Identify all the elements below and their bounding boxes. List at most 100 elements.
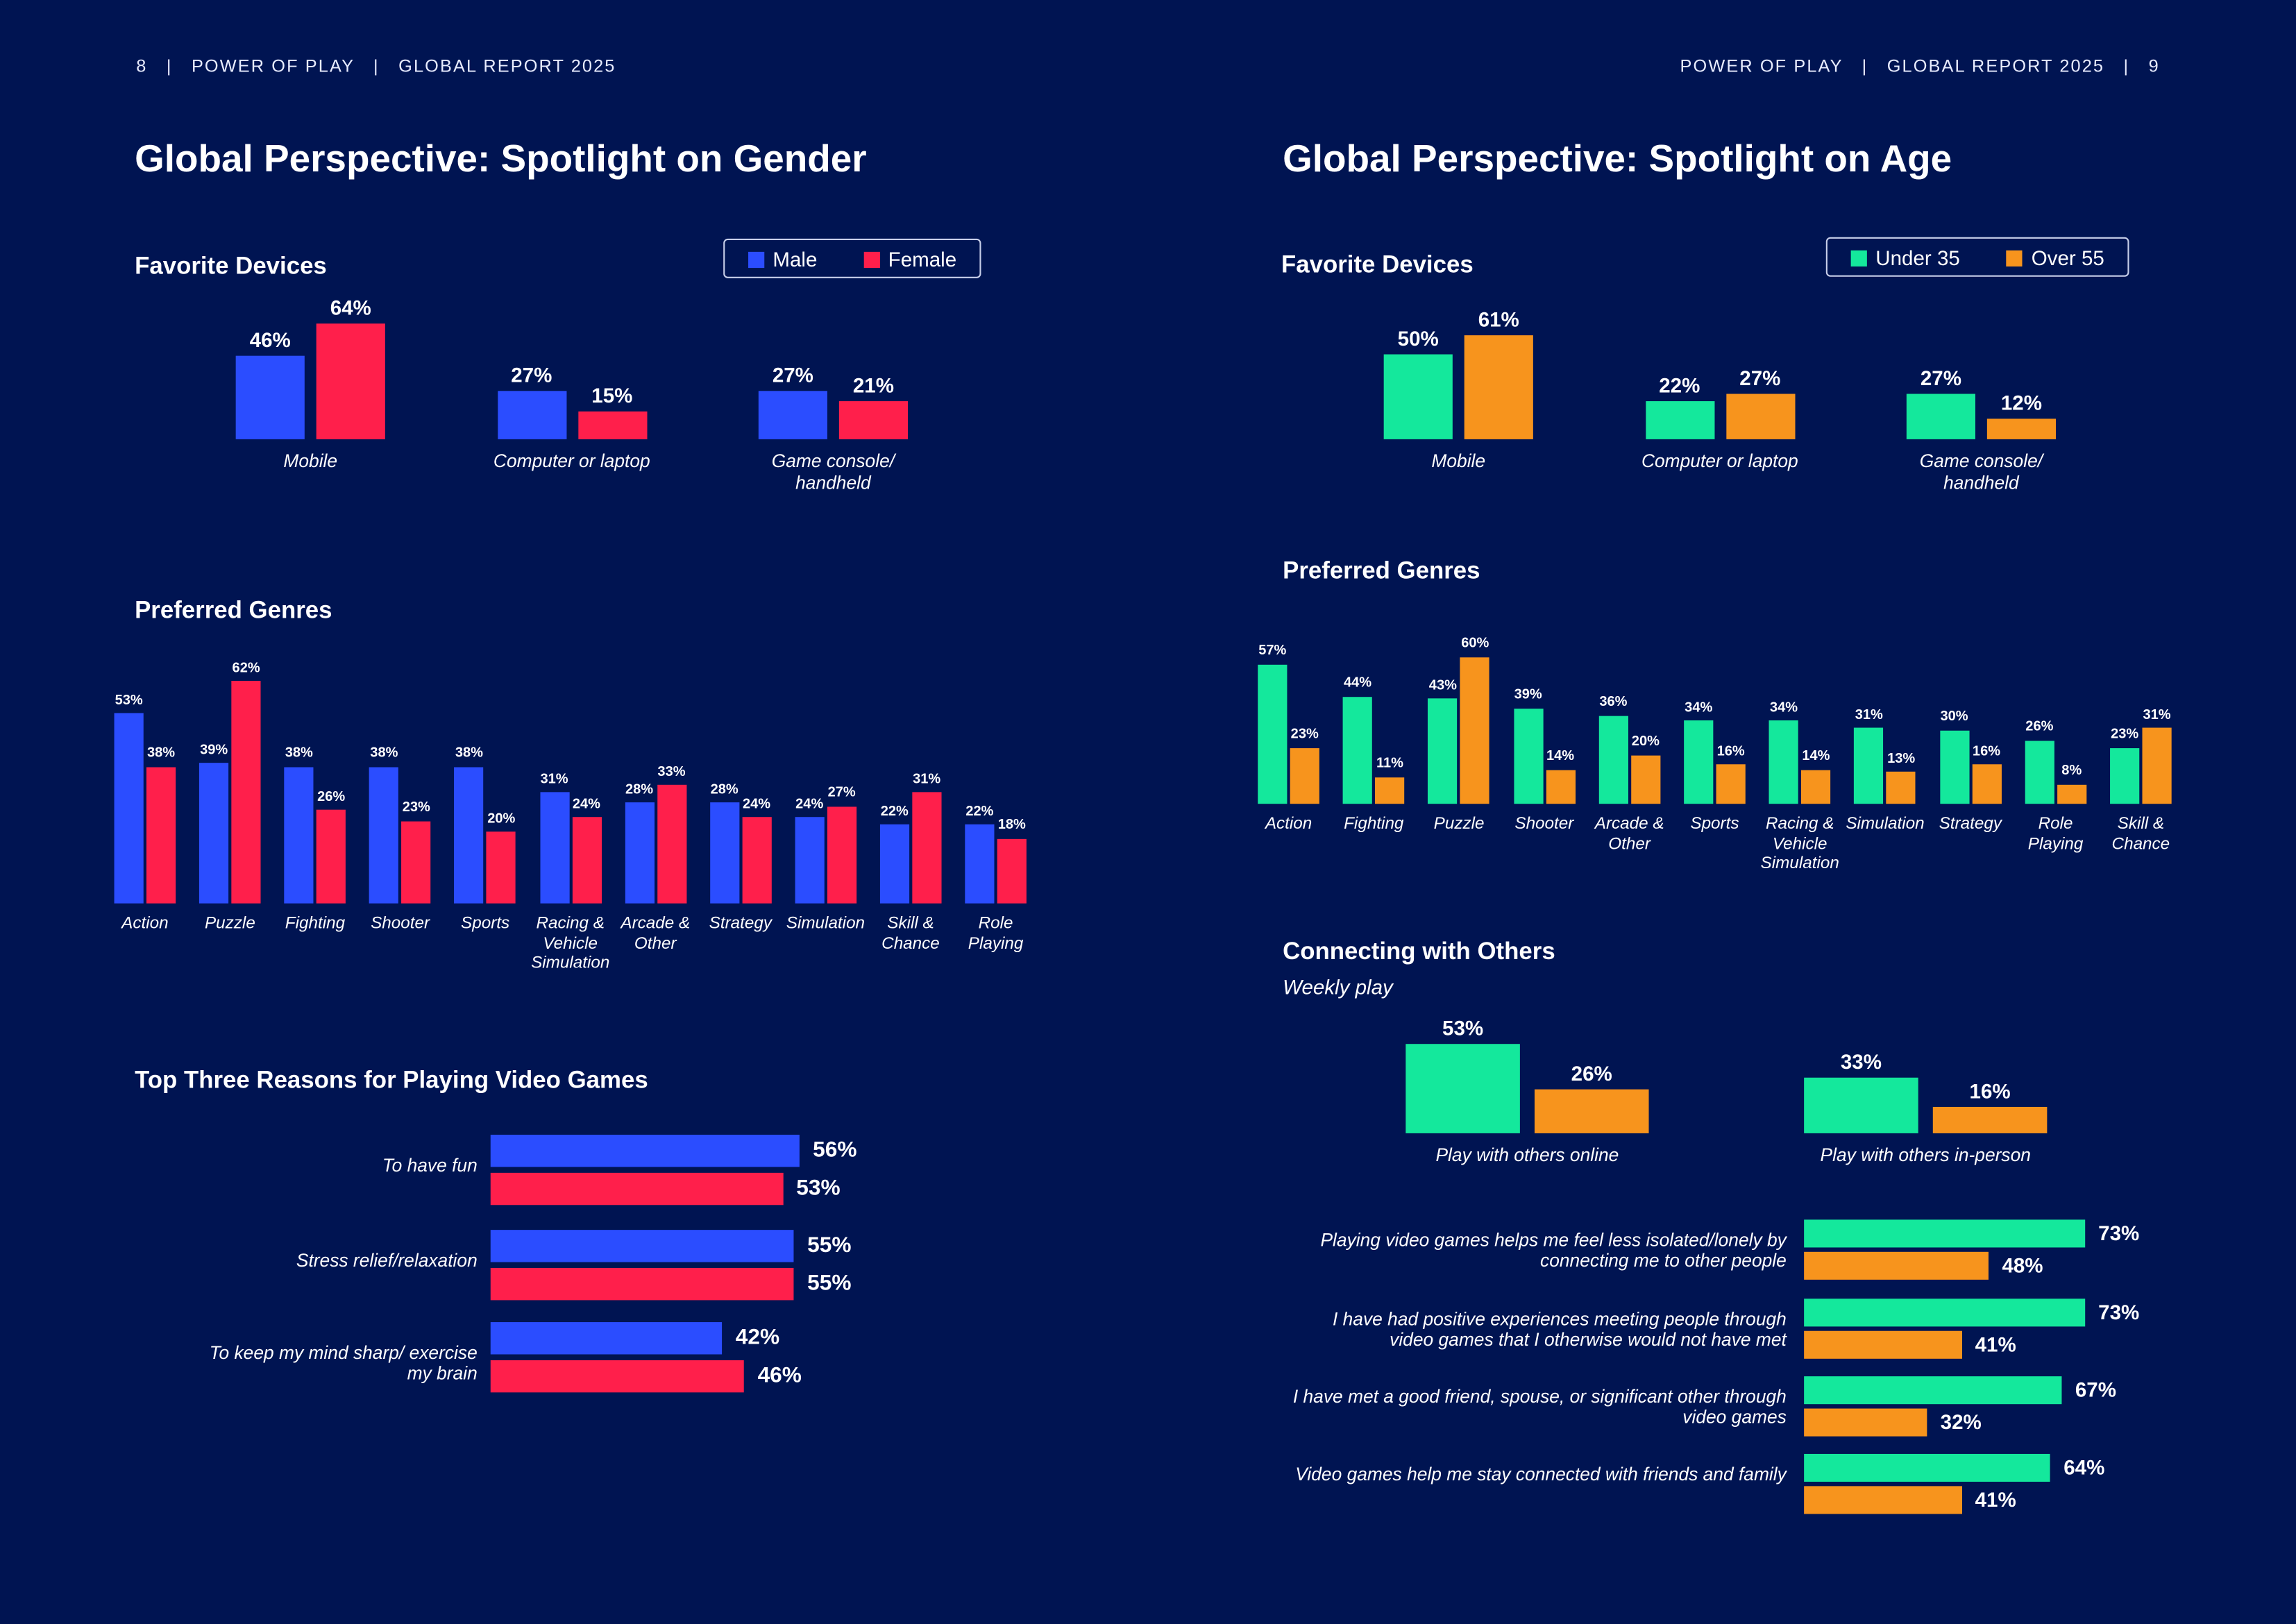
gender-genres-bar xyxy=(316,810,346,904)
gender-devices-value-label: 21% xyxy=(852,373,895,397)
gender-genres-category-label: Action xyxy=(121,915,169,933)
gender-reasons-value-label: 46% xyxy=(757,1363,802,1388)
gender-reasons-bar xyxy=(490,1322,723,1355)
gender-genres-bar xyxy=(709,802,739,904)
age-genres-bar xyxy=(1375,777,1405,804)
age-genres-value-label: 34% xyxy=(1685,699,1713,716)
age-devices-value-label: 22% xyxy=(1659,373,1700,398)
age-genres-value-label: 39% xyxy=(1514,687,1542,704)
age-genres-value-label: 8% xyxy=(2061,763,2082,779)
gender-devices-value-label: 46% xyxy=(249,328,291,352)
gender-devices-title: Favorite Devices xyxy=(135,253,327,280)
age-genres-category-label: Fighting xyxy=(1344,815,1404,834)
gender-genres-value-label: 23% xyxy=(402,800,430,816)
age-genres-category-label: Role Playing xyxy=(2027,815,2084,853)
gender-reasons-value-label: 55% xyxy=(807,1271,852,1296)
gender-genres-value-label: 31% xyxy=(913,770,941,788)
age-genres-category-label: Puzzle xyxy=(1433,815,1485,834)
age-statements-value-label: 32% xyxy=(1940,1410,1982,1434)
age-devices-bar xyxy=(1383,354,1453,439)
connecting-value-label: 53% xyxy=(1442,1016,1484,1040)
age-statements-value-label: 67% xyxy=(2075,1378,2117,1402)
gender-genres-value-label: 28% xyxy=(710,781,738,798)
age-genres-category-label: Strategy xyxy=(1939,815,2002,834)
age-devices-title: Favorite Devices xyxy=(1281,251,1474,278)
female-swatch xyxy=(863,251,880,268)
age-statements-bar xyxy=(1804,1486,1962,1514)
gender-devices-category-label: Game console/ handheld xyxy=(771,450,895,493)
gender-genres-bar xyxy=(401,820,431,904)
gender-genres-bar xyxy=(571,817,602,904)
age-genres-bar xyxy=(1460,657,1490,804)
age-statements-bar xyxy=(1804,1299,2086,1327)
male-swatch xyxy=(748,251,764,268)
age-genres-value-label: 30% xyxy=(1940,709,1968,726)
gender-genres-value-label: 26% xyxy=(317,788,346,805)
under35-swatch xyxy=(1850,249,1867,266)
gender-genres-bar xyxy=(146,767,176,904)
gender-genres-bar xyxy=(912,792,942,904)
age-devices-category-label: Game console/ handheld xyxy=(1919,450,2043,493)
age-genres-bar xyxy=(2057,784,2086,804)
age-legend: Under 35 Over 55 xyxy=(1825,237,2129,277)
gender-genres-value-label: 33% xyxy=(657,763,686,780)
age-devices-value-label: 50% xyxy=(1397,326,1439,350)
age-genres-bar xyxy=(1939,730,1969,804)
age-genres-value-label: 23% xyxy=(1290,726,1319,743)
age-statements-value-label: 48% xyxy=(2002,1253,2043,1277)
age-genres-bar xyxy=(1801,769,1831,804)
gender-genres-value-label: 27% xyxy=(827,785,856,802)
age-genres-value-label: 16% xyxy=(1716,743,1745,760)
age-genres-category-label: Racing & Vehicle Simulation xyxy=(1760,815,1839,873)
gender-devices-value-label: 27% xyxy=(772,362,813,387)
gender-genres-value-label: 62% xyxy=(232,659,260,676)
gender-devices-value-label: 64% xyxy=(330,296,371,319)
gender-genres-bar xyxy=(879,824,909,904)
gender-reasons-category-label: To keep my mind sharp/ exercise my brain xyxy=(209,1342,478,1384)
right-page-title: Global Perspective: Spotlight on Age xyxy=(1283,136,1952,180)
age-genres-value-label: 14% xyxy=(1802,748,1830,765)
age-genres-value-label: 23% xyxy=(2111,726,2139,743)
left-page-title: Global Perspective: Spotlight on Gender xyxy=(135,136,867,180)
connecting-bar xyxy=(1932,1106,2048,1133)
age-statements-value-label: 64% xyxy=(2063,1455,2105,1479)
age-genres-value-label: 20% xyxy=(1631,734,1660,750)
gender-genres-value-label: 39% xyxy=(200,742,228,759)
gender-reasons-bar xyxy=(490,1268,795,1301)
gender-devices-bar xyxy=(235,356,305,439)
age-statements-bar xyxy=(1804,1219,2086,1248)
connecting-bar xyxy=(1534,1089,1649,1133)
age-genres-value-label: 43% xyxy=(1428,677,1457,694)
age-genres-category-label: Arcade & Other xyxy=(1594,815,1664,853)
gender-reasons-bar xyxy=(490,1360,745,1393)
age-genres-category-label: Simulation xyxy=(1846,815,1925,834)
age-genres-bar xyxy=(1513,708,1543,804)
gender-genres-bar xyxy=(624,802,655,904)
age-devices-bar xyxy=(1725,393,1795,439)
gender-genres-bar xyxy=(539,792,569,904)
gender-devices-bar xyxy=(316,323,385,439)
age-statements-bar xyxy=(1804,1251,1989,1280)
legend-under35: Under 35 xyxy=(1850,245,1960,269)
legend-male: Male xyxy=(748,246,817,270)
gender-genres-category-label: Puzzle xyxy=(204,915,255,933)
age-genres-bar xyxy=(2025,740,2054,804)
age-genres-bar xyxy=(1769,720,1799,804)
gender-genres-value-label: 22% xyxy=(965,803,994,820)
age-statements-bar xyxy=(1804,1330,1962,1359)
age-genres-bar xyxy=(2110,747,2140,804)
age-genres-value-label: 31% xyxy=(1855,707,1883,723)
age-genres-value-label: 57% xyxy=(1258,643,1287,659)
age-genres-bar xyxy=(1290,747,1319,804)
gender-genres-value-label: 24% xyxy=(742,796,771,813)
age-genres-value-label: 26% xyxy=(2025,719,2054,736)
legend-over55: Over 55 xyxy=(2006,245,2104,269)
gender-genres-value-label: 38% xyxy=(146,745,176,762)
gender-genres-value-label: 22% xyxy=(880,803,909,820)
age-devices-category-label: Computer or laptop xyxy=(1641,450,1798,472)
gender-genres-category-label: Strategy xyxy=(709,915,773,933)
connecting-value-label: 33% xyxy=(1840,1049,1882,1074)
age-statements-category-label: I have had positive experiences meeting … xyxy=(1332,1308,1787,1350)
left-page-header: 8 | POWER OF PLAY | GLOBAL REPORT 2025 xyxy=(136,56,616,76)
connecting-value-label: 26% xyxy=(1571,1061,1612,1085)
